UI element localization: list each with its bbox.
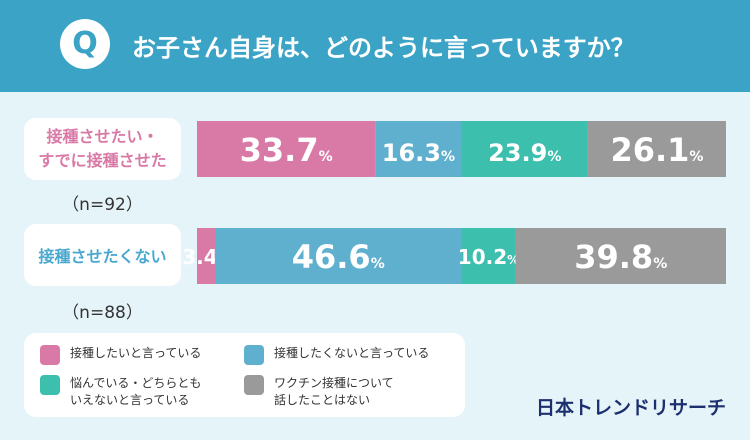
data-label-row2-series2: 46.6% bbox=[292, 238, 385, 276]
bar-segment-row1-series4 bbox=[587, 121, 726, 177]
legend: 接種したいと言っている 接種したくないと言っている 悩んでいる・どちらとも いえ… bbox=[24, 333, 465, 417]
row-label-2-line-1: 接種させたくない bbox=[38, 247, 167, 266]
legend-swatch-undecided bbox=[40, 375, 60, 395]
legend-label-not-discussed-line-1: ワクチン接種について bbox=[274, 376, 394, 390]
row-label-box-2: 接種させたくない bbox=[24, 224, 181, 286]
legend-item-want: 接種したいと言っている bbox=[40, 345, 201, 365]
row-label-1-line-1: 接種させたい・ bbox=[46, 127, 159, 146]
bar-segment-row2-series1 bbox=[197, 228, 215, 284]
bar-segment-row1-series3 bbox=[461, 121, 588, 177]
legend-label-want: 接種したいと言っている bbox=[70, 346, 202, 360]
row-label-box-1: 接種させたい・ すでに接種させた bbox=[24, 118, 181, 180]
bar-segment-row2-series3 bbox=[461, 228, 516, 284]
legend-item-undecided: 悩んでいる・どちらとも いえないと言っている bbox=[40, 375, 201, 409]
data-label-row1-series3: 23.9% bbox=[488, 139, 561, 167]
row-label-1-line-2: すでに接種させた bbox=[38, 151, 167, 170]
bar-segment-row1-series2 bbox=[375, 121, 462, 177]
q-badge: Q bbox=[60, 19, 110, 69]
legend-swatch-not-discussed bbox=[244, 375, 264, 395]
legend-item-not-want: 接種したくないと言っている bbox=[244, 345, 429, 365]
bar-segment-row1-series1 bbox=[197, 121, 376, 177]
legend-label-undecided-line-1: 悩んでいる・どちらとも bbox=[70, 376, 202, 390]
brand-logo-text: 日本トレンドリサーチ bbox=[535, 397, 726, 419]
legend-swatch-want bbox=[40, 345, 60, 365]
question-text: お子さん自身は、どのように言っていますか？ bbox=[132, 34, 635, 62]
bar-segment-row2-series2 bbox=[214, 228, 462, 284]
legend-label-not-discussed-line-2: 話したことはない bbox=[274, 393, 371, 407]
row-n-1: （n=92） bbox=[62, 195, 143, 215]
data-label-row1-series2: 16.3% bbox=[382, 139, 455, 167]
data-label-row1-series1: 33.7% bbox=[240, 131, 333, 169]
question-header: Q お子さん自身は、どのように言っていますか？ bbox=[0, 0, 750, 92]
legend-label-not-want: 接種したくないと言っている bbox=[274, 346, 430, 360]
bar-segment-row2-series4 bbox=[515, 228, 726, 284]
legend-item-not-discussed: ワクチン接種について 話したことはない bbox=[244, 375, 394, 409]
data-label-row1-series4: 26.1% bbox=[610, 131, 703, 169]
legend-swatch-not-want bbox=[244, 345, 264, 365]
legend-label-undecided-line-2: いえないと言っている bbox=[70, 393, 190, 407]
row-n-2: （n=88） bbox=[62, 303, 143, 323]
data-label-row2-series4: 39.8% bbox=[574, 238, 667, 276]
